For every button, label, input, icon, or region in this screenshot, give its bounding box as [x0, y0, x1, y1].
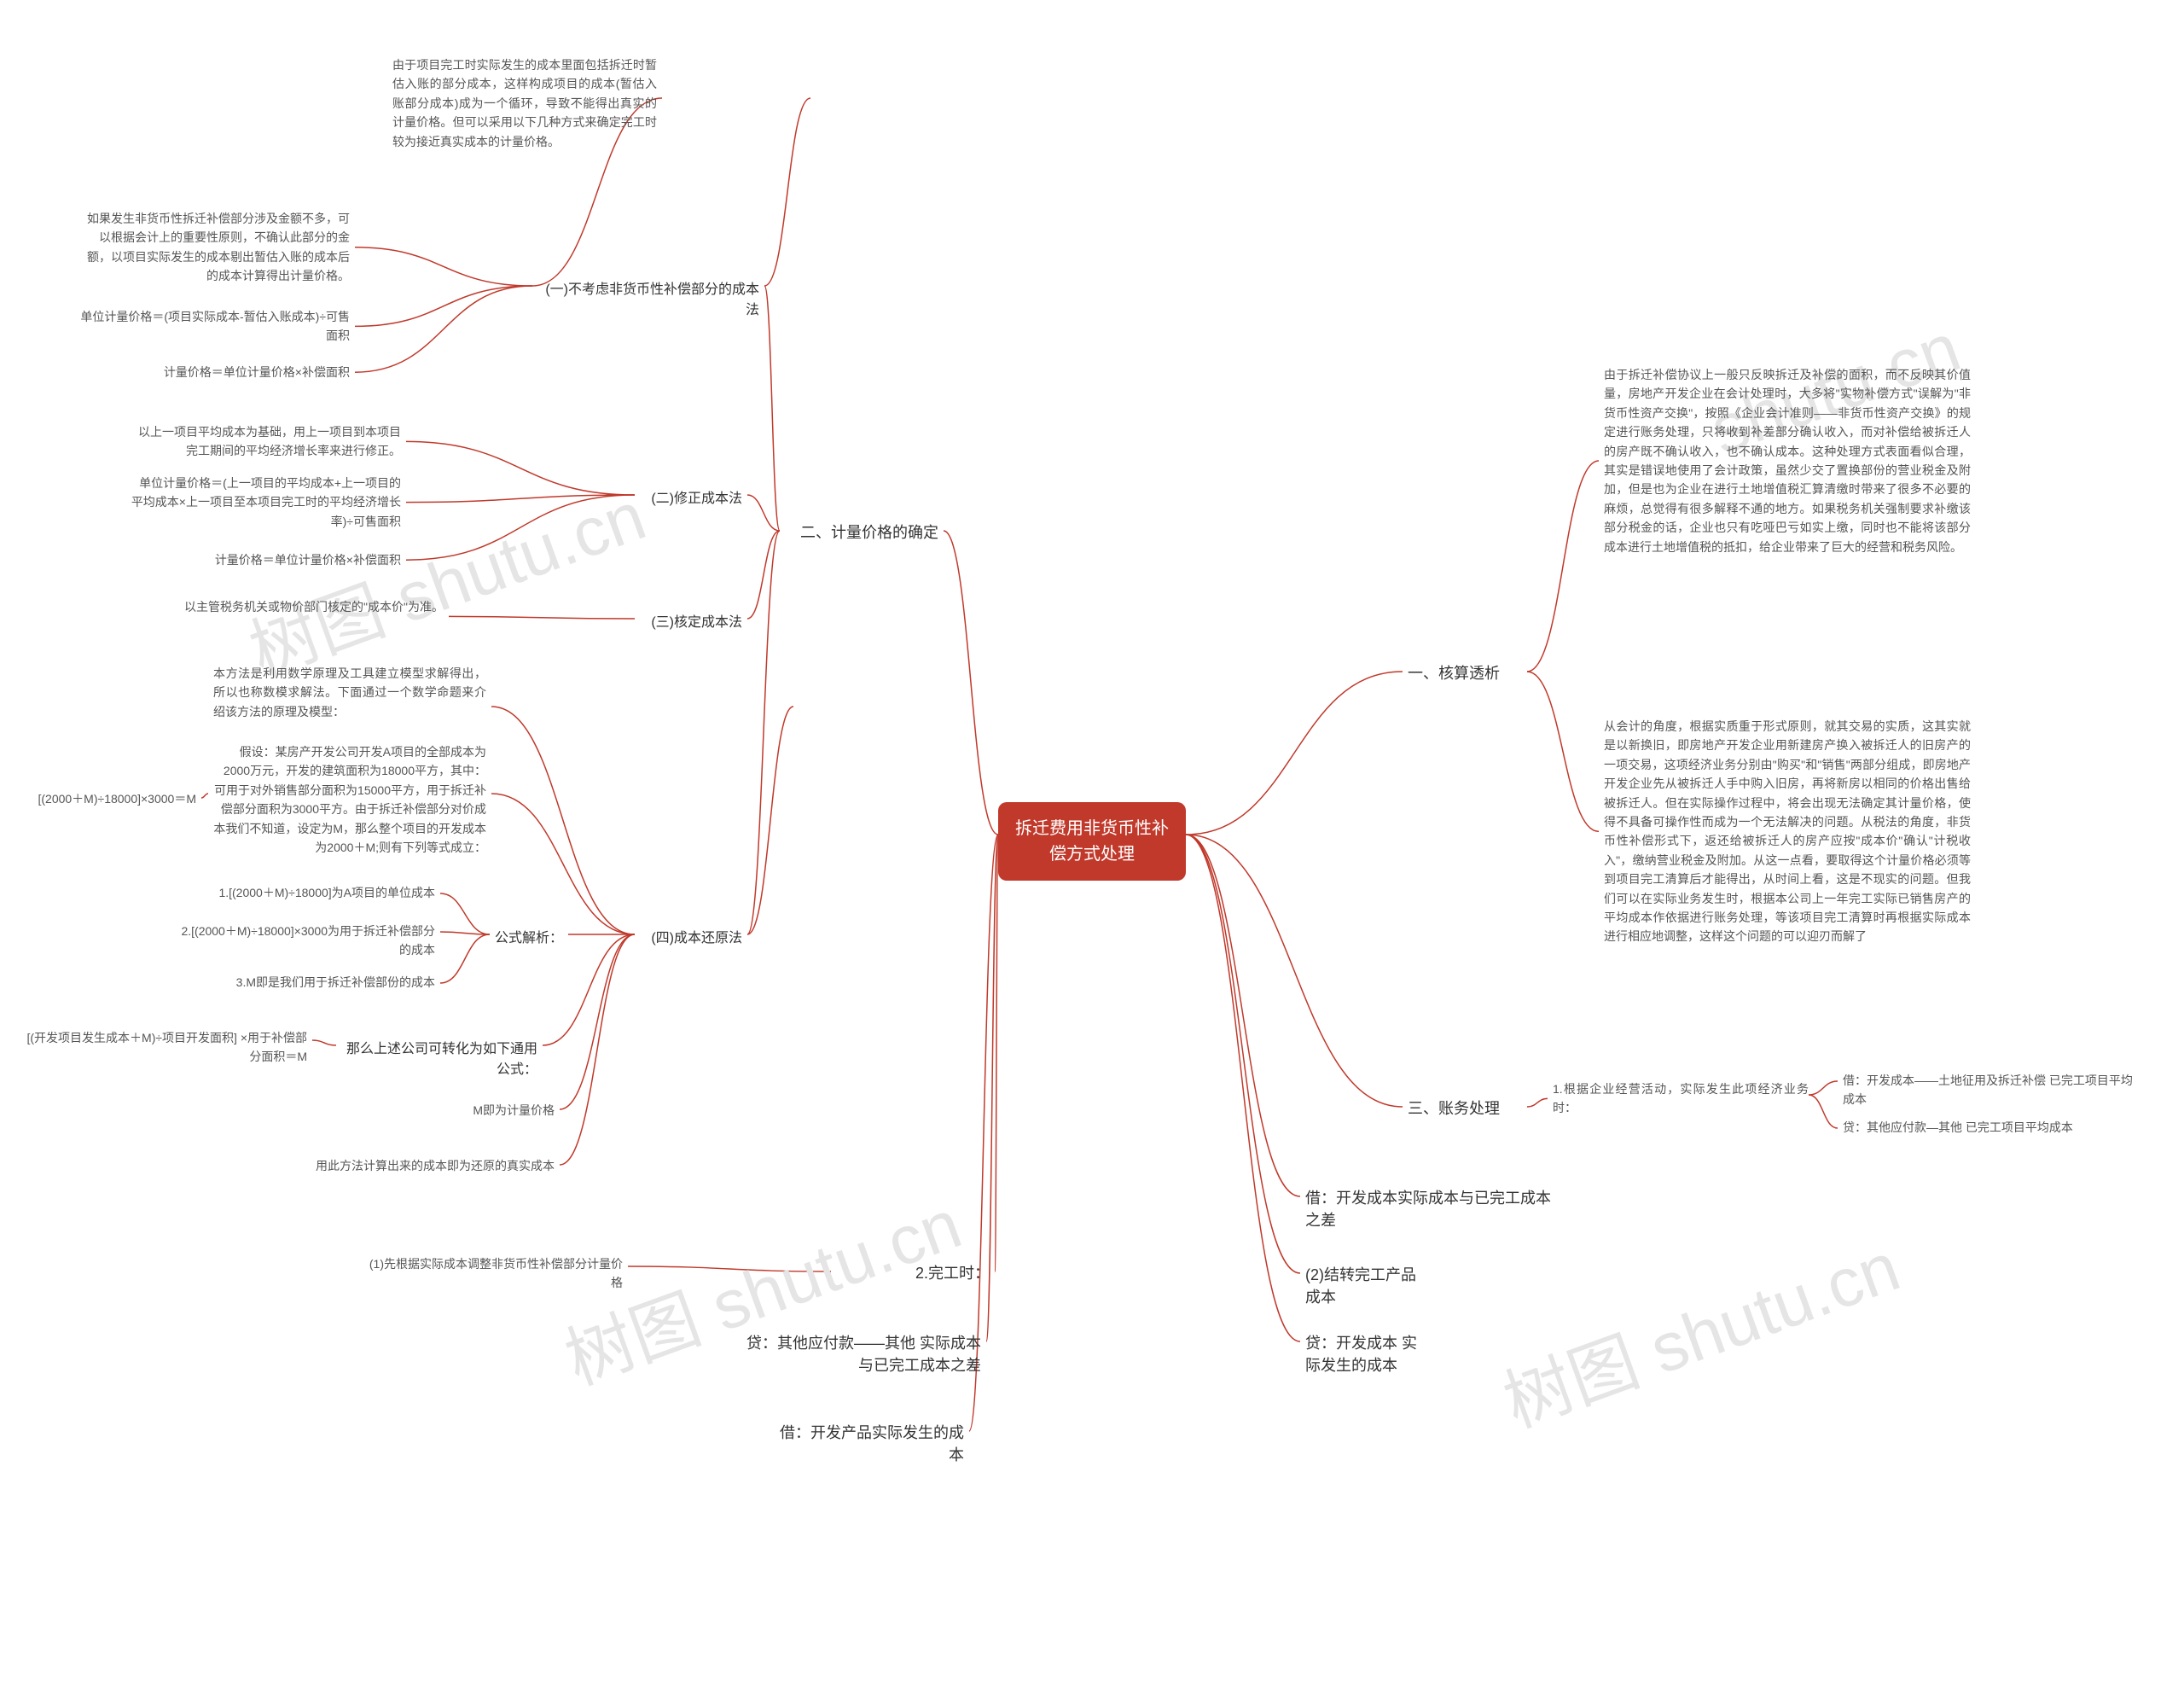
- leaf-node: 如果发生非货币性拆迁补偿部分涉及金额不多，可以根据会计上的重要性原则，不确认此部…: [77, 209, 350, 286]
- sub-node: (二)修正成本法: [640, 486, 742, 507]
- leaf-node: 贷：其他应付款—其他 已完工项目平均成本: [1843, 1118, 2116, 1137]
- leaf-node: 单位计量价格＝(上一项目的平均成本+上一项目的平均成本×上一项目至本项目完工时的…: [128, 474, 401, 531]
- branch-node: 贷：开发成本 实际发生的成本: [1305, 1331, 1425, 1376]
- leaf-node: 1.[(2000＋M)÷18000]为A项目的单位成本: [171, 883, 435, 902]
- leaf-node: 3.M即是我们用于拆迁补偿部份的成本: [171, 973, 435, 992]
- leaf-node: 以上一项目平均成本为基础，用上一项目到本项目完工期间的平均经济增长率来进行修正。: [128, 422, 401, 461]
- leaf-node: 2.[(2000＋M)÷18000]×3000为用于拆迁补偿部分的成本: [171, 922, 435, 960]
- branch-node: 2.完工时：: [836, 1261, 990, 1283]
- leaf-node: [(开发项目发生成本＋M)÷项目开发面积] ×用于补偿部分面积＝M: [26, 1028, 307, 1067]
- leaf-node: 以主管税务机关或物价部门核定的"成本价"为准。: [171, 597, 444, 616]
- branch-node: (2)结转完工产品成本: [1305, 1263, 1425, 1307]
- branch-node: 二、计量价格的确定: [785, 521, 938, 543]
- leaf-node: [(2000＋M)÷18000]×3000＝M: [17, 789, 196, 808]
- branch-node: 借：开发产品实际发生的成本: [768, 1421, 964, 1465]
- sub-node: (一)不考虑非货币性补偿部分的成本法: [537, 277, 759, 318]
- leaf-node: 单位计量价格＝(项目实际成本-暂估入账成本)÷可售面积: [77, 307, 350, 346]
- leaf-node: 本方法是利用数学原理及工具建立模型求解得出，所以也称数模求解法。下面通过一个数学…: [213, 664, 486, 721]
- center-node: 拆迁费用非货币性补偿方式处理: [998, 802, 1186, 881]
- sub-node: 公式解析：: [495, 926, 563, 946]
- branch-node: 三、账务处理: [1408, 1097, 1527, 1119]
- branch-node: 借：开发成本实际成本与已完工成本之差: [1305, 1186, 1561, 1231]
- sub-node: (四)成本还原法: [640, 926, 742, 946]
- watermark: 树图 shutu.cn: [1489, 1213, 1911, 1447]
- leaf-node: (1)先根据实际成本调整非货币性补偿部分计量价格: [367, 1254, 623, 1293]
- leaf-node: 计量价格＝单位计量价格×补偿面积: [77, 363, 350, 381]
- leaf-node: 用此方法计算出来的成本即为还原的真实成本: [316, 1156, 555, 1175]
- sub-node: 那么上述公司可转化为如下通用公式：: [341, 1037, 537, 1078]
- leaf-node: 借：开发成本——土地征用及拆迁补偿 已完工项目平均成本: [1843, 1071, 2133, 1109]
- leaf-node: M即为计量价格: [452, 1101, 555, 1120]
- center-label: 拆迁费用非货币性补偿方式处理: [1015, 819, 1169, 864]
- sub-node: (三)核定成本法: [640, 610, 742, 631]
- leaf-node: 假设：某房产开发公司开发A项目的全部成本为2000万元，开发的建筑面积为1800…: [213, 742, 486, 857]
- leaf-node: 计量价格＝单位计量价格×补偿面积: [128, 550, 401, 569]
- branch-node: 一、核算透析: [1408, 661, 1527, 684]
- leaf-node: 由于项目完工时实际发生的成本里面包括拆迁时暂估入账的部分成本，这样构成项目的成本…: [392, 55, 657, 151]
- leaf-node: 从会计的角度，根据实质重于形式原则，就其交易的实质，这其实就是以新换旧，即房地产…: [1604, 717, 1971, 946]
- leaf-node: 由于拆迁补偿协议上一般只反映拆迁及补偿的面积，而不反映其价值量，房地产开发企业在…: [1604, 365, 1971, 556]
- branch-node: 贷：其他应付款——其他 实际成本与已完工成本之差: [734, 1331, 981, 1376]
- leaf-node: 1.根据企业经营活动，实际发生此项经济业务时：: [1553, 1079, 1809, 1118]
